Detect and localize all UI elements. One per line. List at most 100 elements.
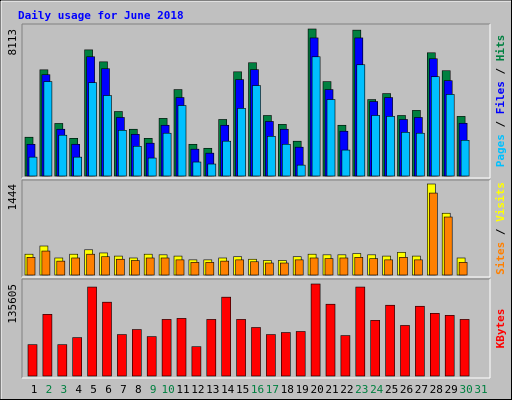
bar xyxy=(265,262,274,276)
bar xyxy=(177,105,187,177)
bar xyxy=(191,346,202,377)
x-tick-label: 27 xyxy=(415,383,428,396)
bar xyxy=(58,134,68,177)
bar xyxy=(250,261,259,276)
bar xyxy=(192,161,202,177)
bar xyxy=(145,257,155,276)
legend-separator: / xyxy=(494,114,507,134)
x-tick-label: 31 xyxy=(474,383,487,396)
legend-entry: KBytes xyxy=(494,309,507,349)
bar xyxy=(73,156,82,177)
x-tick-label: 17 xyxy=(266,383,279,396)
x-tick-label: 24 xyxy=(370,383,384,396)
bar xyxy=(443,216,453,276)
bar xyxy=(309,257,319,276)
bar xyxy=(295,331,306,377)
x-tick-label: 18 xyxy=(281,383,294,396)
bar xyxy=(355,286,366,377)
bar xyxy=(28,156,38,177)
bar xyxy=(279,262,289,276)
bar xyxy=(430,76,440,177)
y-tick-label: 8113 xyxy=(6,29,19,56)
bar xyxy=(267,136,276,177)
legend-entry: Sites xyxy=(494,242,507,275)
bar xyxy=(133,145,142,177)
bar xyxy=(236,319,246,377)
bar xyxy=(416,132,425,177)
x-tick-label: 15 xyxy=(236,383,249,396)
bar xyxy=(102,301,112,377)
bar xyxy=(147,157,157,177)
bar xyxy=(220,260,229,276)
bar xyxy=(71,257,80,276)
x-tick-label: 3 xyxy=(60,383,67,396)
x-tick-label: 2 xyxy=(46,383,53,396)
bar xyxy=(460,140,470,177)
bar xyxy=(339,257,349,276)
x-tick-label: 23 xyxy=(355,383,368,396)
x-tick-label: 11 xyxy=(176,383,189,396)
bar xyxy=(131,260,140,276)
bar xyxy=(341,149,351,177)
bar xyxy=(384,259,393,276)
bar xyxy=(222,140,231,177)
x-tick-label: 8 xyxy=(135,383,142,396)
legend: KBytes xyxy=(494,309,507,349)
bar xyxy=(251,327,261,377)
bar xyxy=(371,115,381,177)
bar xyxy=(43,81,53,177)
bar xyxy=(118,130,127,177)
x-tick-label: 25 xyxy=(385,383,398,396)
bar xyxy=(132,329,142,377)
bar xyxy=(340,335,351,377)
legend-separator: / xyxy=(494,61,507,81)
x-tick-label: 22 xyxy=(340,383,353,396)
bar xyxy=(117,334,127,377)
bar xyxy=(281,143,291,177)
y-tick-label: 135605 xyxy=(6,284,19,324)
bar xyxy=(369,258,379,276)
bar xyxy=(280,332,291,377)
bar xyxy=(41,250,51,276)
y-tick-label: 1444 xyxy=(6,184,19,211)
bar xyxy=(72,337,82,377)
bar xyxy=(116,258,125,276)
bar xyxy=(444,315,455,377)
bar xyxy=(386,116,395,177)
bar xyxy=(56,260,66,276)
x-tick-label: 26 xyxy=(400,383,413,396)
x-tick-label: 7 xyxy=(120,383,127,396)
bar xyxy=(429,313,440,377)
bar xyxy=(370,320,381,377)
bar xyxy=(86,253,95,276)
legend-entry: Hits xyxy=(494,35,507,62)
bar xyxy=(175,259,185,276)
bar xyxy=(414,259,423,276)
bar xyxy=(146,336,157,377)
bar xyxy=(88,82,97,177)
x-tick-label: 28 xyxy=(430,383,443,396)
x-tick-label: 12 xyxy=(191,383,204,396)
x-tick-label: 21 xyxy=(325,383,338,396)
bar xyxy=(161,319,172,377)
bar xyxy=(162,132,172,177)
bar xyxy=(103,95,112,177)
bar xyxy=(294,259,304,276)
bar xyxy=(235,259,244,276)
bar xyxy=(311,56,321,177)
bar xyxy=(26,257,36,276)
bar xyxy=(459,319,470,377)
bar xyxy=(252,85,261,177)
bar xyxy=(458,262,468,276)
x-tick-label: 6 xyxy=(105,383,112,396)
bar xyxy=(266,334,276,377)
legend-entry: Visits xyxy=(494,182,507,222)
bar xyxy=(325,303,336,377)
x-tick-label: 14 xyxy=(221,383,235,396)
bar xyxy=(101,256,110,276)
bar xyxy=(27,344,38,377)
bar xyxy=(356,64,366,177)
legend: Sites / Visits xyxy=(494,182,507,275)
bar xyxy=(57,344,68,377)
